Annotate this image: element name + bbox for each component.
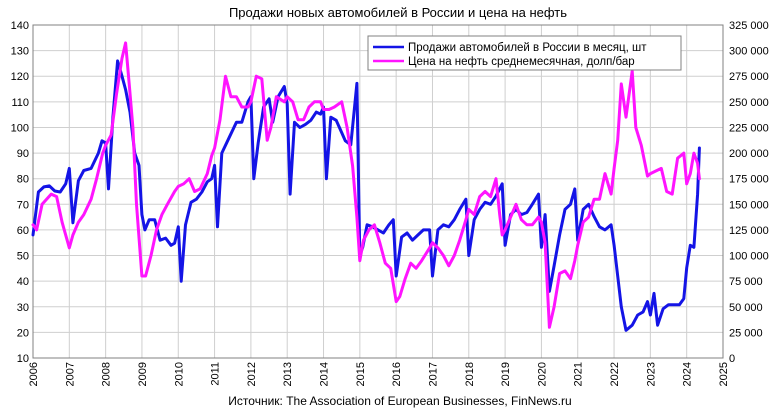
right-tick-label: 150 000 <box>729 199 769 211</box>
right-tick-label: 25 000 <box>729 327 763 339</box>
right-tick-label: 200 000 <box>729 148 769 160</box>
x-tick-label: 2012 <box>246 362 258 386</box>
grid-lines <box>32 24 724 359</box>
plot-area <box>32 24 724 359</box>
left-tick-label: 130 <box>11 46 29 58</box>
right-tick-label: 300 000 <box>729 46 769 58</box>
x-tick-label: 2013 <box>282 362 294 386</box>
plot-frame <box>32 24 724 359</box>
series-lines <box>31 41 701 332</box>
x-tick-label: 2015 <box>355 362 367 386</box>
x-tick-label: 2009 <box>137 362 149 386</box>
source-note: Источник: The Association of European Bu… <box>228 394 571 408</box>
right-tick-label: 0 <box>729 353 735 365</box>
left-tick-label: 90 <box>17 148 29 160</box>
right-tick-label: 325 000 <box>729 20 769 32</box>
legend-box <box>367 35 682 71</box>
right-tick-label: 125 000 <box>729 225 769 237</box>
x-tick-label: 2006 <box>28 362 40 386</box>
x-tick-label: 2019 <box>500 362 512 386</box>
series-line-oil <box>31 41 701 329</box>
x-tick-label: 2016 <box>391 362 403 386</box>
right-tick-label: 50 000 <box>729 302 763 314</box>
left-tick-label: 120 <box>11 71 29 83</box>
left-tick-label: 20 <box>17 327 29 339</box>
x-tick-label: 2021 <box>573 362 585 386</box>
x-tick-label: 2014 <box>319 362 331 386</box>
left-tick-label: 140 <box>11 20 29 32</box>
right-axis-ticks: 0 25 000 50 000 75 000 100 000 125 000 150 000… <box>729 20 769 365</box>
right-tick-label: 175 000 <box>729 174 769 186</box>
left-tick-label: 80 <box>17 174 29 186</box>
x-tick-label: 2010 <box>173 362 185 386</box>
x-tick-label: 2020 <box>536 362 548 386</box>
left-tick-label: 10 <box>17 353 29 365</box>
x-tick-label: 2024 <box>682 362 694 386</box>
x-tick-label: 2025 <box>718 362 730 386</box>
legend: Продажи автомобилей в России в месяц, шт… <box>367 35 682 71</box>
legend-label-oil: Цена на нефть среднемесячная, долп/бар <box>408 56 635 68</box>
left-tick-label: 100 <box>11 122 29 134</box>
x-axis-ticks: 2006 2007 2008 2009 2010 2011 2012 2013 2014 2015… <box>28 362 730 386</box>
left-tick-label: 70 <box>17 199 29 211</box>
x-tick-label: 2018 <box>464 362 476 386</box>
x-tick-label: 2008 <box>101 362 113 386</box>
right-tick-label: 225 000 <box>729 122 769 134</box>
x-tick-label: 2023 <box>645 362 657 386</box>
right-tick-label: 100 000 <box>729 251 769 263</box>
right-tick-label: 275 000 <box>729 71 769 83</box>
chart-title: Продажи новых автомобилей в России и цен… <box>229 5 567 20</box>
right-tick-label: 250 000 <box>729 97 769 109</box>
x-tick-label: 2011 <box>210 362 222 386</box>
left-tick-label: 30 <box>17 302 29 314</box>
left-tick-label: 50 <box>17 251 29 263</box>
x-tick-label: 2017 <box>427 362 439 386</box>
left-tick-label: 110 <box>11 97 29 109</box>
left-axis-ticks: 10 20 30 40 50 60 70 80 90 100 110 120 130 140 <box>11 20 29 365</box>
x-tick-label: 2007 <box>64 362 76 386</box>
right-tick-label: 75 000 <box>729 276 763 288</box>
x-tick-label: 2022 <box>609 362 621 386</box>
left-tick-label: 60 <box>17 225 29 237</box>
legend-label-sales: Продажи автомобилей в России в месяц, шт <box>408 42 647 54</box>
left-tick-label: 40 <box>17 276 29 288</box>
